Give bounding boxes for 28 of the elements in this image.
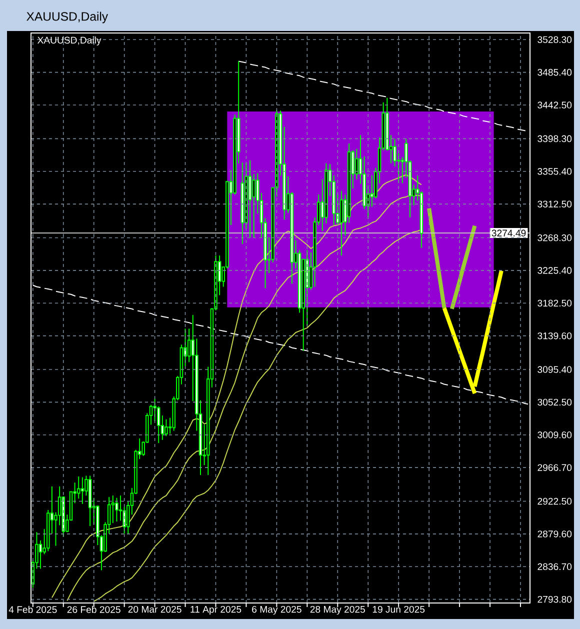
y-tick-label: 3052.50 <box>538 398 572 406</box>
y-tick-label: 2836.70 <box>538 563 572 570</box>
y-tick-label: 3528.30 <box>538 36 572 44</box>
x-tick-label: 28 May 2025 <box>310 606 365 615</box>
x-tick-label: 20 Mar 2025 <box>128 606 182 613</box>
y-tick-label: 2922.50 <box>538 498 572 505</box>
x-tick-label: 6 May 2025 <box>252 606 302 615</box>
y-tick-label: 2879.60 <box>538 530 572 538</box>
x-tick-label: 26 Feb 2025 <box>67 606 120 613</box>
y-tick-label: 2966.70 <box>538 464 572 471</box>
x-tick-label: 11 Apr 2025 <box>190 606 242 615</box>
y-tick-label: 3182.50 <box>538 300 572 307</box>
y-tick-label: 3355.40 <box>538 168 572 175</box>
y-tick-label: 3095.40 <box>538 366 572 373</box>
y-tick-label: 3268.30 <box>538 234 572 242</box>
y-tick-label: 3442.50 <box>538 102 572 108</box>
y-tick-label: 2793.80 <box>538 596 572 603</box>
y-tick-label: 3225.40 <box>538 267 572 274</box>
x-tick-label: 19 Jun 2025 <box>372 606 425 613</box>
chart-title: XAUUSD,Daily <box>26 12 108 24</box>
y-tick-label: 3009.60 <box>538 432 572 438</box>
y-tick-label: 3312.50 <box>538 200 572 208</box>
x-tick-label: 4 Feb 2025 <box>8 606 57 613</box>
chart-subtitle: XAUUSD,Daily <box>37 36 102 46</box>
y-tick-label: 3398.30 <box>538 135 572 142</box>
ref-line-label: 3274.49 <box>492 230 526 236</box>
y-tick-label: 3139.60 <box>538 332 572 340</box>
y-tick-label: 3485.40 <box>538 68 572 76</box>
